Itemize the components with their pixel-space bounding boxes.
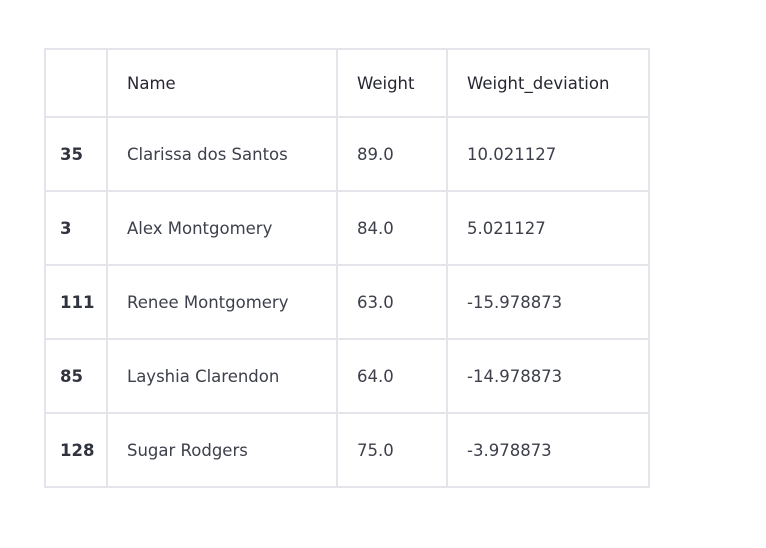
cell-weight-deviation[interactable]: -15.978873 xyxy=(446,264,650,340)
table-row: 35 Clarissa dos Santos 89.0 10.021127 xyxy=(44,116,650,192)
header-name[interactable]: Name xyxy=(106,48,338,118)
cell-weight[interactable]: 63.0 xyxy=(336,264,448,340)
table-row: 3 Alex Montgomery 84.0 5.021127 xyxy=(44,190,650,266)
row-index: 3 xyxy=(44,190,108,266)
header-index xyxy=(44,48,108,118)
cell-weight-deviation[interactable]: -14.978873 xyxy=(446,338,650,414)
table-row: 111 Renee Montgomery 63.0 -15.978873 xyxy=(44,264,650,340)
table-row: 128 Sugar Rodgers 75.0 -3.978873 xyxy=(44,412,650,488)
row-index: 111 xyxy=(44,264,108,340)
cell-name[interactable]: Sugar Rodgers xyxy=(106,412,338,488)
cell-weight-deviation[interactable]: -3.978873 xyxy=(446,412,650,488)
row-index: 128 xyxy=(44,412,108,488)
cell-name[interactable]: Alex Montgomery xyxy=(106,190,338,266)
header-weight[interactable]: Weight xyxy=(336,48,448,118)
row-index: 35 xyxy=(44,116,108,192)
table-row: 85 Layshia Clarendon 64.0 -14.978873 xyxy=(44,338,650,414)
cell-weight-deviation[interactable]: 5.021127 xyxy=(446,190,650,266)
cell-weight-deviation[interactable]: 10.021127 xyxy=(446,116,650,192)
table-header: Name Weight Weight_deviation xyxy=(44,48,650,118)
cell-weight[interactable]: 64.0 xyxy=(336,338,448,414)
row-index: 85 xyxy=(44,338,108,414)
cell-name[interactable]: Clarissa dos Santos xyxy=(106,116,338,192)
header-row: Name Weight Weight_deviation xyxy=(44,48,650,118)
header-weight-deviation[interactable]: Weight_deviation xyxy=(446,48,650,118)
cell-weight[interactable]: 89.0 xyxy=(336,116,448,192)
cell-weight[interactable]: 84.0 xyxy=(336,190,448,266)
dataframe-table-container: Name Weight Weight_deviation 35 Clarissa… xyxy=(44,48,650,488)
cell-name[interactable]: Layshia Clarendon xyxy=(106,338,338,414)
cell-weight[interactable]: 75.0 xyxy=(336,412,448,488)
table-body: 35 Clarissa dos Santos 89.0 10.021127 3 … xyxy=(44,116,650,488)
dataframe-table: Name Weight Weight_deviation 35 Clarissa… xyxy=(44,48,650,488)
cell-name[interactable]: Renee Montgomery xyxy=(106,264,338,340)
